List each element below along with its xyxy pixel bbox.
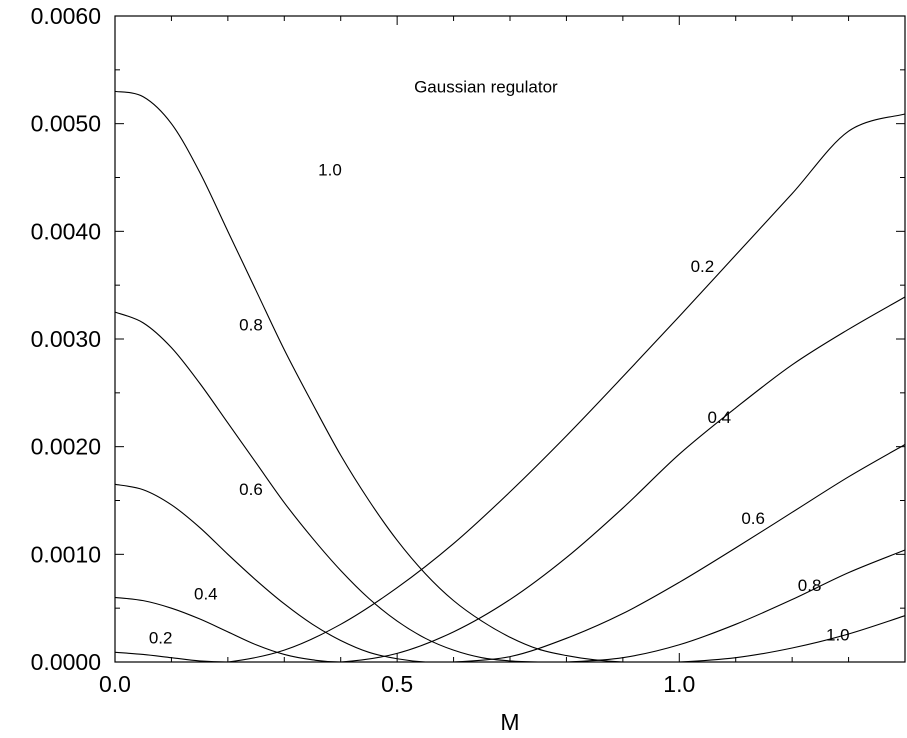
- x-tick-label: 0.5: [381, 671, 413, 697]
- curve-label-left: 0.6: [239, 480, 263, 499]
- curve-label-right: 0.2: [691, 257, 715, 276]
- plot-frame: [114, 15, 906, 663]
- x-tick-label: 1.0: [663, 671, 695, 697]
- curve-label-left: 0.2: [149, 629, 173, 648]
- x-tick-label: 0.0: [99, 671, 131, 697]
- curve-label-left: 1.0: [318, 160, 342, 179]
- series-line-1.0: [114, 90, 906, 663]
- series-line-0.8: [114, 311, 906, 663]
- ticks-layer: [114, 15, 906, 663]
- chart-annotation: Gaussian regulator: [414, 77, 558, 96]
- y-tick-label: 0.0010: [31, 541, 101, 567]
- y-tick-label: 0.0060: [31, 3, 101, 29]
- y-tick-label: 0.0020: [31, 434, 101, 460]
- series-line-0.2: [114, 113, 906, 663]
- series-line-0.4: [114, 296, 906, 663]
- y-tick-label: 0.0000: [31, 649, 101, 675]
- y-tick-label: 0.0040: [31, 218, 101, 244]
- series-layer: [114, 90, 906, 663]
- curve-label-right: 0.8: [798, 576, 822, 595]
- curve-label-left: 0.4: [194, 585, 218, 604]
- labels-layer: 0.00000.00100.00200.00300.00400.00500.00…: [31, 3, 850, 697]
- y-tick-label: 0.0030: [31, 326, 101, 352]
- curve-label-right: 0.6: [741, 509, 765, 528]
- curve-label-left: 0.8: [239, 315, 263, 334]
- x-axis-label: M: [500, 709, 519, 735]
- series-line-0.6: [114, 444, 906, 663]
- curve-label-right: 0.4: [708, 408, 732, 427]
- curve-label-right: 1.0: [826, 625, 850, 644]
- y-tick-label: 0.0050: [31, 111, 101, 137]
